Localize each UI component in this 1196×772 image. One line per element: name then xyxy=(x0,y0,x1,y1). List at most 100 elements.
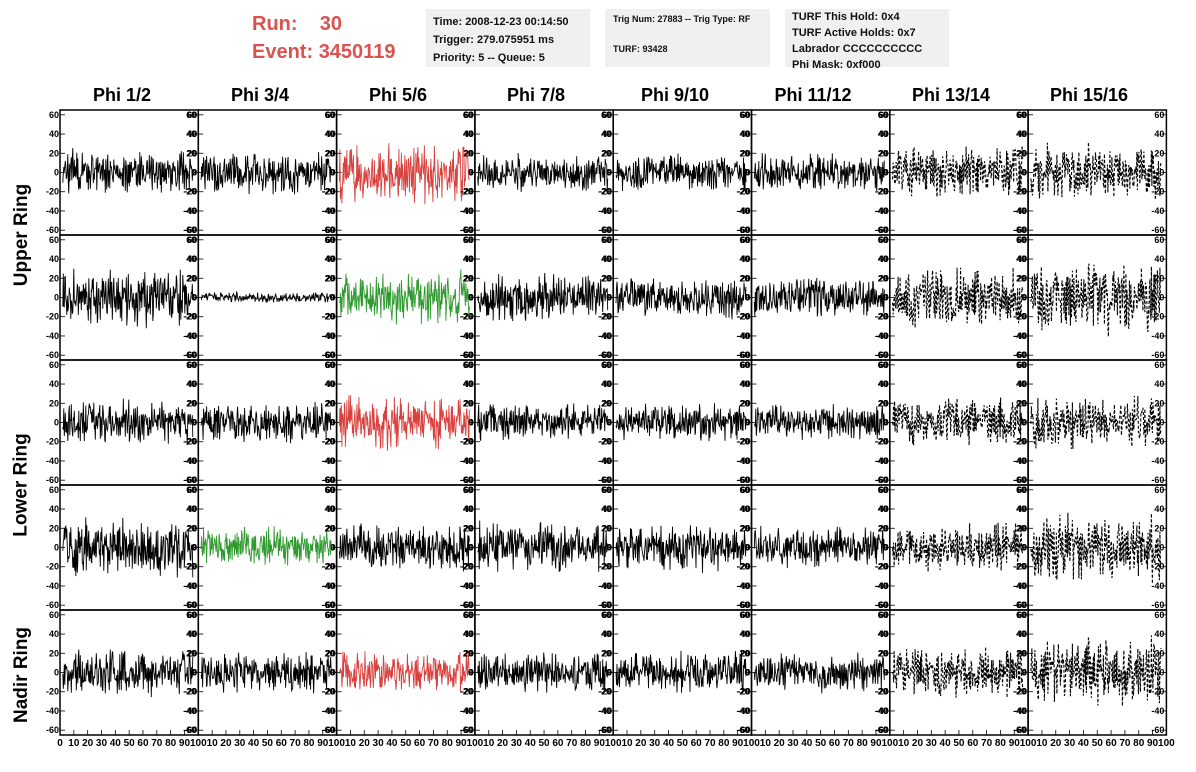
phi-label-1-2: Phi 1/2 xyxy=(92,85,152,105)
x-tick-label: 40 xyxy=(525,738,537,749)
y-tick-label: 40 xyxy=(879,379,889,389)
y-tick-label: -40 xyxy=(46,581,59,591)
y-tick-label: 20 xyxy=(186,148,196,158)
y-tick-label: 40 xyxy=(1154,504,1164,514)
waveform-trace xyxy=(338,143,470,205)
y-tick-label: -40 xyxy=(184,706,197,716)
y-tick-label: -20 xyxy=(184,687,197,697)
y-tick-label: 40 xyxy=(602,504,612,514)
y-tick-label: 0 xyxy=(606,668,611,678)
x-tick-label: 100 xyxy=(190,738,207,749)
y-tick-label: 40 xyxy=(49,129,59,139)
y-tick-label: 0 xyxy=(606,168,611,178)
y-tick-label: -60 xyxy=(1014,225,1027,235)
y-tick-label: 20 xyxy=(186,273,196,283)
y-tick-label: -40 xyxy=(875,581,888,591)
y-tick-label: -40 xyxy=(183,581,196,591)
waveform-trace xyxy=(615,278,747,320)
y-tick-label: -60 xyxy=(598,600,611,610)
x-tick-label: 60 xyxy=(691,738,703,749)
y-tick-label: 40 xyxy=(463,379,473,389)
y-tick-label: 20 xyxy=(740,273,750,283)
y-tick-label: 0 xyxy=(1022,668,1027,678)
y-tick-label: 40 xyxy=(739,629,749,639)
x-tick-label: 20 xyxy=(774,738,786,749)
y-tick-label: 20 xyxy=(878,148,888,158)
y-tick-label: 0 xyxy=(192,168,197,178)
x-tick-label: 40 xyxy=(801,738,813,749)
y-tick-label: 40 xyxy=(878,504,888,514)
x-tick-label: 70 xyxy=(566,738,578,749)
y-tick-label: -20 xyxy=(875,187,888,197)
y-tick-label: 40 xyxy=(739,379,749,389)
y-tick-label: 20 xyxy=(187,398,197,408)
phi-label-15-16: Phi 15/16 xyxy=(1049,85,1129,105)
y-tick-label: 20 xyxy=(1016,273,1026,283)
y-tick-label: -40 xyxy=(737,331,750,341)
y-tick-label: 60 xyxy=(739,360,749,370)
y-tick-label: 40 xyxy=(187,254,197,264)
y-tick-label: 40 xyxy=(464,379,474,389)
y-tick-label: 0 xyxy=(192,418,197,428)
y-tick-label: 60 xyxy=(1154,485,1164,495)
x-tick-label: 90 xyxy=(456,738,468,749)
x-tick-label: 30 xyxy=(511,738,523,749)
y-tick-label: 60 xyxy=(1154,110,1164,120)
run-row: Run: 30 xyxy=(252,10,395,38)
y-tick-label: 60 xyxy=(879,485,889,495)
y-tick-label: -60 xyxy=(184,350,197,360)
x-tick-label: 30 xyxy=(96,738,108,749)
y-tick-label: 20 xyxy=(878,398,888,408)
y-tick-label: -40 xyxy=(1014,331,1027,341)
y-tick-label: 40 xyxy=(740,129,750,139)
run-label: Run: xyxy=(252,13,298,35)
y-tick-label: 0 xyxy=(883,418,888,428)
x-tick-label: 50 xyxy=(262,738,274,749)
turf-active-text: TURF Active Holds: 0x7 xyxy=(792,27,916,39)
y-tick-label: -40 xyxy=(1013,331,1026,341)
y-tick-label: -20 xyxy=(599,437,612,447)
y-tick-label: 40 xyxy=(1016,254,1026,264)
y-tick-label: -20 xyxy=(323,312,336,322)
y-tick-label: -60 xyxy=(46,475,59,485)
x-tick-label: 20 xyxy=(912,738,924,749)
y-tick-label: 40 xyxy=(49,379,59,389)
y-tick-label: 60 xyxy=(1016,360,1026,370)
y-tick-label: -20 xyxy=(598,312,611,322)
y-tick-label: -60 xyxy=(460,350,473,360)
y-tick-label: 40 xyxy=(463,254,473,264)
waveform-trace xyxy=(477,520,609,573)
time-text: Time: 2008-12-23 00:14:50 xyxy=(433,16,569,28)
x-tick-label: 90 xyxy=(1009,738,1021,749)
y-tick-label: 0 xyxy=(54,543,59,553)
y-tick-label: 0 xyxy=(607,543,612,553)
y-tick-label: 20 xyxy=(739,523,749,533)
y-tick-label: 20 xyxy=(1016,398,1026,408)
x-tick-label: 30 xyxy=(787,738,799,749)
y-tick-label: -40 xyxy=(184,206,197,216)
y-tick-label: -60 xyxy=(460,600,473,610)
y-tick-label: 60 xyxy=(463,110,473,120)
y-tick-label: 40 xyxy=(325,504,335,514)
y-tick-label: -20 xyxy=(598,187,611,197)
y-tick-label: -20 xyxy=(1014,187,1027,197)
y-tick-label: -40 xyxy=(184,581,197,591)
waveform-trace xyxy=(753,525,885,569)
y-tick-label: 40 xyxy=(878,629,888,639)
y-tick-label: 0 xyxy=(744,293,749,303)
y-tick-label: -40 xyxy=(184,331,197,341)
y-tick-label: 60 xyxy=(463,235,473,245)
y-tick-label: 40 xyxy=(1017,379,1027,389)
y-tick-label: -60 xyxy=(461,225,474,235)
phi-mask-text: Phi Mask: 0xf000 xyxy=(792,59,881,71)
y-tick-label: -60 xyxy=(598,475,611,485)
y-tick-label: 20 xyxy=(464,648,474,658)
waveform-panel-r2-c4: 60 60 40 40 20 20 0 0 -20 -20 -40 -40 -60 -60 xyxy=(461,234,614,361)
y-tick-label: -20 xyxy=(46,687,59,697)
y-tick-label: 20 xyxy=(740,648,750,658)
x-tick-label: 30 xyxy=(926,738,938,749)
y-tick-label: -20 xyxy=(875,312,888,322)
y-tick-label: -60 xyxy=(1013,225,1026,235)
y-tick-label: -60 xyxy=(1151,725,1164,735)
y-tick-label: -60 xyxy=(184,725,197,735)
